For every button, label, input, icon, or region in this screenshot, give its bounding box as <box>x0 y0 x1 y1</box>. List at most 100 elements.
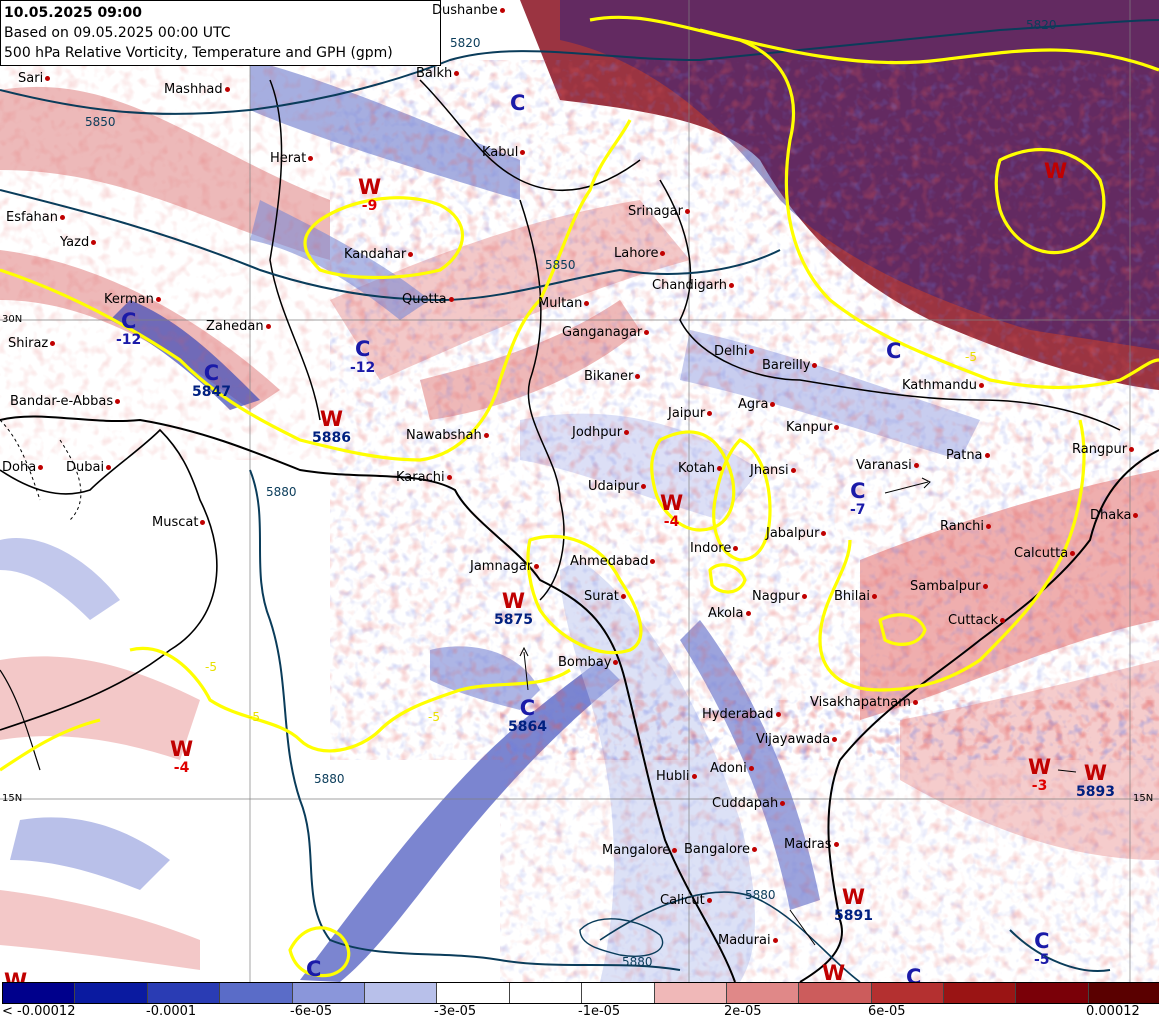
city-name: Surat <box>584 589 619 604</box>
city-name: Rangpur <box>1072 442 1128 457</box>
city-label-sari: Sari <box>18 72 51 86</box>
city-label-bikaner: Bikaner <box>584 369 641 384</box>
cold-center-marker: C <box>306 957 322 981</box>
city-dot-icon <box>833 842 839 847</box>
latlon-grid <box>0 0 1159 982</box>
city-label-dubai: Dubai <box>66 461 112 475</box>
city-dot-icon <box>635 374 641 379</box>
city-label-hyderabad: Hyderabad <box>702 708 781 722</box>
contour-label: 5850 <box>545 258 576 272</box>
city-label-kandahar: Kandahar <box>344 247 414 262</box>
warm-center-marker: W <box>170 737 194 761</box>
system-c-north: C <box>510 92 525 114</box>
system-w-oman: W -4 <box>170 738 193 776</box>
system-temperature: -12 <box>350 360 376 376</box>
city-name: Delhi <box>714 344 748 359</box>
city-name: Herat <box>270 151 307 166</box>
city-label-patna: Patna <box>946 449 990 463</box>
system-c-varanasi: C -7 <box>850 480 866 518</box>
city-label-dushanbe: Dushanbe <box>432 4 505 18</box>
weather-map <box>0 0 1159 982</box>
city-label-zahedan: Zahedan <box>206 320 271 334</box>
system-c-quetta: C -12 <box>350 338 375 376</box>
legend-swatch <box>871 983 945 1003</box>
city-dot-icon <box>115 399 121 404</box>
city-label-vijayawada: Vijayawada <box>756 733 838 747</box>
city-label-jabalpur: Jabalpur <box>766 527 827 541</box>
city-dot-icon <box>308 156 314 161</box>
city-dot-icon <box>483 433 489 438</box>
cold-center-marker: C <box>519 696 536 720</box>
city-label-bandar: Bandar-e-Abbas <box>10 395 121 409</box>
city-name: Bhilai <box>834 589 870 604</box>
city-dot-icon <box>770 402 776 407</box>
cold-center-marker: C <box>203 361 220 385</box>
city-label-kanpur: Kanpur <box>786 421 840 435</box>
city-dot-icon <box>684 209 690 214</box>
city-label-muscat: Muscat <box>152 516 206 530</box>
city-dot-icon <box>780 801 786 806</box>
city-label-jhansi: Jhansi <box>750 464 796 478</box>
city-name: Akola <box>708 606 744 621</box>
city-dot-icon <box>38 465 44 470</box>
city-label-ranchi: Ranchi <box>940 520 991 534</box>
legend-swatch <box>437 983 510 1003</box>
city-label-madras: Madras <box>784 838 839 852</box>
warm-center-marker: W <box>660 491 684 515</box>
legend-swatch <box>654 983 727 1003</box>
city-label-esfahan: Esfahan <box>6 211 65 225</box>
city-dot-icon <box>641 484 647 489</box>
city-dot-icon <box>728 283 734 288</box>
city-dot-icon <box>45 76 51 81</box>
city-dot-icon <box>620 594 626 599</box>
city-dot-icon <box>408 252 414 257</box>
city-name: Bikaner <box>584 369 634 384</box>
city-name: Kabul <box>482 145 519 160</box>
warm-center-marker: W <box>501 589 526 613</box>
city-dot-icon <box>812 363 818 368</box>
legend-swatch <box>364 983 438 1003</box>
city-name: Yazd <box>60 235 90 250</box>
city-label-adoni: Adoni <box>710 762 754 776</box>
warm-center-marker: W <box>1028 755 1052 779</box>
city-dot-icon <box>448 297 454 302</box>
city-name: Jhansi <box>750 463 789 478</box>
city-label-bangalore: Bangalore <box>684 843 757 857</box>
city-name: Multan <box>538 296 583 311</box>
city-name: Ranchi <box>940 519 984 534</box>
city-dot-icon <box>984 453 990 458</box>
system-w-kandahar: W -9 <box>358 176 381 214</box>
system-w-udaipur: W -4 <box>660 492 683 530</box>
contour-label: -5 <box>428 710 440 724</box>
city-dot-icon <box>706 898 712 903</box>
city-dot-icon <box>499 8 505 13</box>
system-temperature: -4 <box>173 760 190 776</box>
city-label-cuttack: Cuttack <box>948 614 1006 628</box>
cold-center-marker: C <box>120 309 137 333</box>
system-w-nawabshah: W 5886 <box>312 408 351 446</box>
legend-tick-label: -0.0001 <box>146 1004 197 1019</box>
city-label-agra: Agra <box>738 398 776 412</box>
warm-center-marker: W <box>822 961 846 985</box>
city-name: Kandahar <box>344 247 407 262</box>
city-label-quetta: Quetta <box>402 293 454 307</box>
legend-swatch <box>1016 983 1089 1003</box>
city-dot-icon <box>913 463 919 468</box>
temperature-contours <box>0 15 1159 978</box>
cold-center-marker: C <box>354 337 371 361</box>
city-dot-icon <box>446 475 452 480</box>
legend-swatch <box>3 983 76 1003</box>
city-label-madurai: Madurai <box>718 934 778 948</box>
city-dot-icon <box>1000 618 1006 623</box>
legend-swatch <box>799 983 872 1003</box>
system-arrows <box>519 477 1077 946</box>
city-name: Shiraz <box>8 336 49 351</box>
city-dot-icon <box>775 712 781 717</box>
city-dot-icon <box>733 546 739 551</box>
city-label-jodhpur: Jodhpur <box>572 425 630 440</box>
city-name: Jodhpur <box>572 425 623 440</box>
city-label-jaipur: Jaipur <box>668 407 713 421</box>
city-label-multan: Multan <box>538 296 590 311</box>
city-name: Varanasi <box>856 458 912 473</box>
system-temperature: -3 <box>1031 778 1048 794</box>
